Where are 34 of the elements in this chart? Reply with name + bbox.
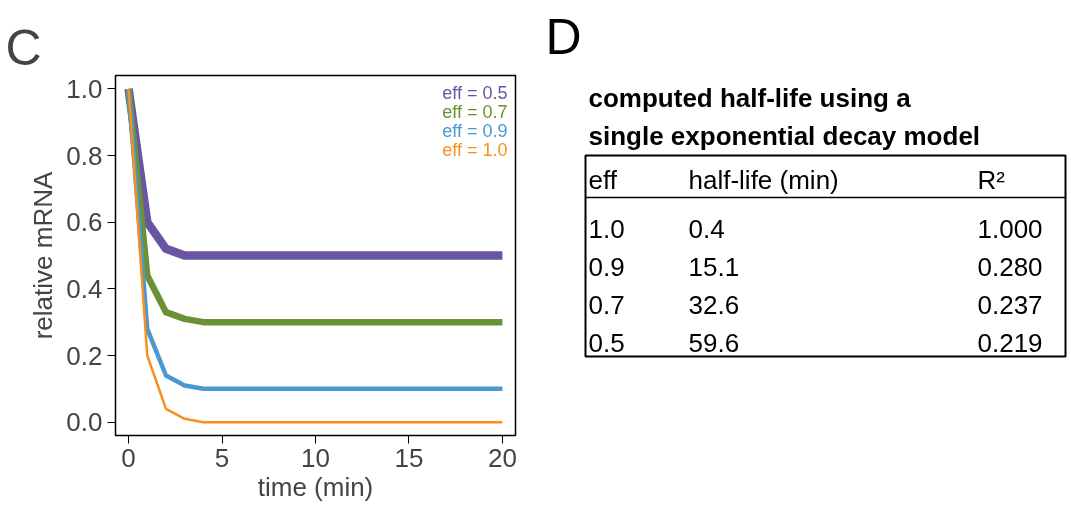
y-tick-label: 0.2 [66, 340, 103, 371]
text: 15.1 [688, 251, 740, 282]
text: 0.219 [977, 327, 1043, 358]
text: D [545, 8, 582, 65]
text: 1.000 [977, 213, 1043, 244]
text: 32.6 [688, 289, 740, 320]
text: eff = 0.9 [442, 120, 508, 141]
y-tick-label: 0.0 [66, 407, 103, 438]
category-label: half-life (min) [688, 164, 839, 195]
x-tick-label: 15 [394, 442, 424, 473]
text: eff = 0.7 [442, 101, 508, 122]
text: 0.280 [977, 251, 1043, 282]
category-label: eff [588, 164, 618, 195]
y-tick-label: 0.4 [66, 273, 103, 304]
text: 0.237 [977, 289, 1043, 320]
y-axis-title: relative mRNA [28, 171, 59, 340]
category-label: R² [977, 164, 1006, 195]
y-tick-label: 1.0 [66, 73, 103, 104]
text: 0.5 [588, 327, 625, 358]
chart-title: C [5, 19, 42, 76]
text: eff = 1.0 [442, 139, 508, 160]
text: 59.6 [688, 327, 740, 358]
x-axis-title: time (min) [257, 471, 374, 502]
y-tick-label: 0.6 [66, 207, 103, 238]
text: 0.9 [588, 251, 625, 282]
x-tick-label: 0 [121, 442, 136, 473]
x-tick-label: 10 [301, 442, 330, 473]
text: 1.0 [588, 213, 625, 244]
x-tick-label: 5 [214, 442, 230, 473]
text: 0.7 [588, 289, 625, 320]
text: 0.4 [688, 213, 725, 244]
x-tick-label: 20 [487, 442, 517, 473]
y-tick-label: 0.8 [66, 140, 103, 171]
text: eff = 0.5 [442, 82, 508, 103]
